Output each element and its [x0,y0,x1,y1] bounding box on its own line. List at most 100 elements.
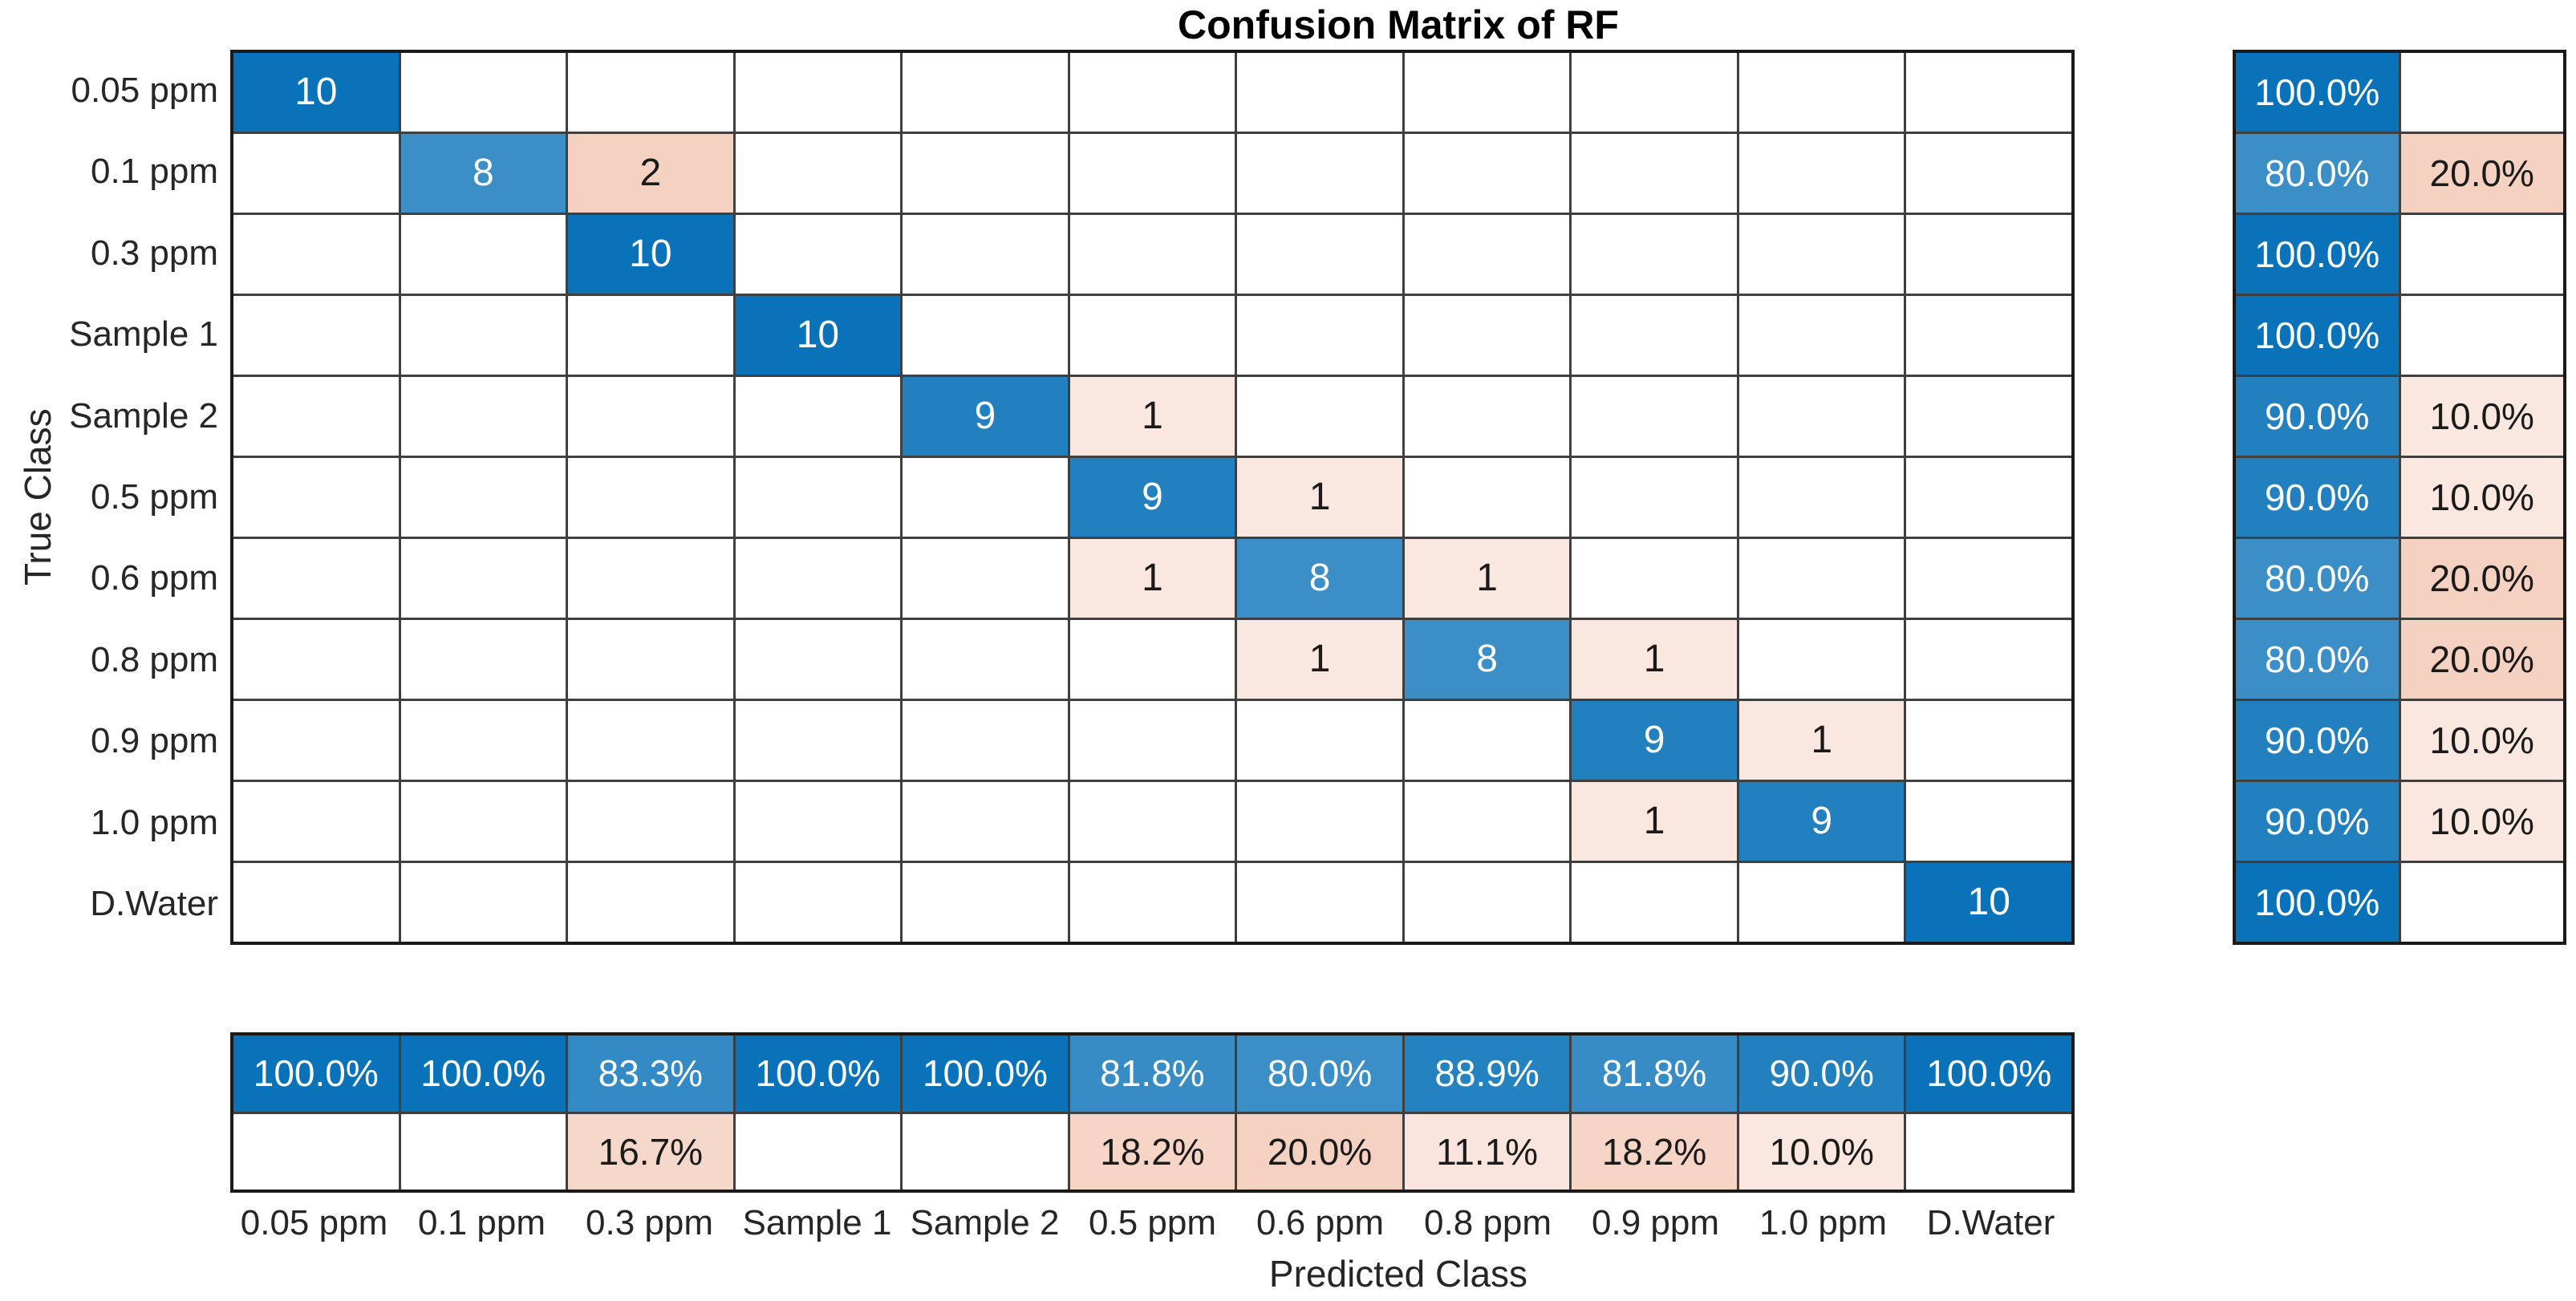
matrix-cell-empty [568,863,733,942]
matrix-cell-empty [1738,377,1905,456]
matrix-cell-empty [1237,863,1402,942]
matrix-cell-empty [735,701,901,780]
row-summary-cell: 20.0% [2400,539,2563,618]
row-summary-cell: 10.0% [2400,782,2563,861]
matrix-cell: 9 [1572,701,1737,780]
matrix-cell: 9 [903,377,1068,456]
y-tick-label: 0.5 ppm [91,476,218,517]
matrix-cell-empty [1404,458,1570,537]
matrix-cell-empty [1069,134,1235,213]
matrix-cell-empty [233,863,399,942]
matrix-cell-empty [1572,53,1737,132]
matrix-cell-empty [400,701,566,780]
matrix-cell: 1 [1738,701,1905,780]
matrix-cell-empty [568,701,733,780]
matrix-cell-empty [1572,134,1737,213]
y-tick-label: 0.9 ppm [91,721,218,761]
matrix-cell: 10 [735,296,901,375]
matrix-cell-empty [903,863,1068,942]
row-summary-cell: 90.0% [2236,701,2399,780]
matrix-cell: 10 [233,53,399,132]
row-summary-cell-empty [2400,863,2563,942]
matrix-cell-empty [1237,215,1402,294]
matrix-cell-empty [233,782,399,861]
x-tick-label: 0.9 ppm [1592,1203,1719,1242]
matrix-cell-empty [1404,134,1570,213]
y-tick-label: 1.0 ppm [91,802,218,842]
matrix-cell-empty [400,377,566,456]
matrix-cell-empty [1906,215,2071,294]
matrix-cell-empty [735,134,901,213]
matrix-cell-empty [1572,863,1737,942]
matrix-cell-empty [1906,539,2071,618]
col-summary-cell-empty [903,1113,1068,1190]
y-tick-labels: 0.05 ppm 0.1 ppm 0.3 ppm Sample 1 Sample 2 0.… [32,50,218,945]
row-summary-cell: 20.0% [2400,620,2563,699]
matrix-cell-empty [903,539,1068,618]
matrix-cell-empty [233,215,399,294]
matrix-cell-empty [1237,134,1402,213]
y-tick-label: 0.1 ppm [91,152,218,192]
matrix-cell-empty [400,782,566,861]
col-summary-cell: 80.0% [1237,1036,1402,1112]
matrix-cell-empty [903,701,1068,780]
matrix-cell-empty [903,458,1068,537]
matrix-cell: 2 [568,134,733,213]
matrix-cell-empty [1404,377,1570,456]
matrix-cell-empty [1404,863,1570,942]
matrix-cell-empty [1738,53,1905,132]
x-tick-label: D.Water [1926,1203,2055,1242]
y-tick-label: 0.3 ppm [91,233,218,273]
matrix-cell-empty [735,539,901,618]
x-tick-label: 0.1 ppm [418,1203,546,1242]
col-summary-cell: 88.9% [1404,1036,1570,1112]
x-tick-label: 0.05 ppm [240,1203,388,1242]
row-summary-cell-empty [2400,53,2563,132]
row-summary-cell-empty [2400,215,2563,294]
col-summary-cell: 20.0% [1237,1113,1402,1190]
matrix-cell-empty [400,539,566,618]
col-summary-cell: 100.0% [400,1036,566,1112]
matrix-cell-empty [903,134,1068,213]
x-tick-label: 0.6 ppm [1256,1203,1384,1242]
row-summary-cell: 100.0% [2236,296,2399,375]
matrix-cell: 1 [1237,620,1402,699]
matrix-cell-empty [233,458,399,537]
matrix-cell-empty [1237,782,1402,861]
matrix-cell-empty [233,701,399,780]
row-summary-cell: 100.0% [2236,53,2399,132]
row-summary-cell: 100.0% [2236,215,2399,294]
matrix-cell-empty [1069,701,1235,780]
y-tick-label: 0.05 ppm [71,70,218,110]
matrix-cell-empty [735,53,901,132]
col-summary-cell: 10.0% [1738,1113,1905,1190]
row-summary-grid: 100.0% 80.0% 20.0% 100.0% 100.0% 90.0% 10.0% 90… [2233,50,2566,945]
matrix-cell-empty [735,215,901,294]
matrix-cell-empty [233,620,399,699]
matrix-cell-empty [568,782,733,861]
matrix-cell-empty [1069,620,1235,699]
x-tick-label: 0.3 ppm [586,1203,713,1242]
matrix-cell-empty [1237,53,1402,132]
matrix-cell-empty [1404,296,1570,375]
matrix-cell-empty [1738,620,1905,699]
matrix-cell: 10 [568,215,733,294]
matrix-cell: 1 [1069,377,1235,456]
matrix-cell-empty [735,620,901,699]
matrix-cell-empty [735,458,901,537]
matrix-cell-empty [233,134,399,213]
confusion-matrix-grid: 10 8 2 10 10 9 1 9 1 1 8 1 1 8 1 9 1 1 9 10 [230,50,2075,945]
col-summary-cell: 90.0% [1738,1036,1905,1112]
matrix-cell-empty [1906,620,2071,699]
matrix-cell-empty [735,377,901,456]
matrix-cell-empty [568,458,733,537]
row-summary-cell: 20.0% [2400,134,2563,213]
matrix-cell: 1 [1572,620,1737,699]
matrix-cell-empty [400,458,566,537]
matrix-cell-empty [1572,458,1737,537]
row-summary-cell: 90.0% [2236,782,2399,861]
matrix-cell-empty [903,53,1068,132]
y-tick-label: D.Water [90,884,218,924]
matrix-cell-empty [1738,863,1905,942]
matrix-cell-empty [1237,701,1402,780]
